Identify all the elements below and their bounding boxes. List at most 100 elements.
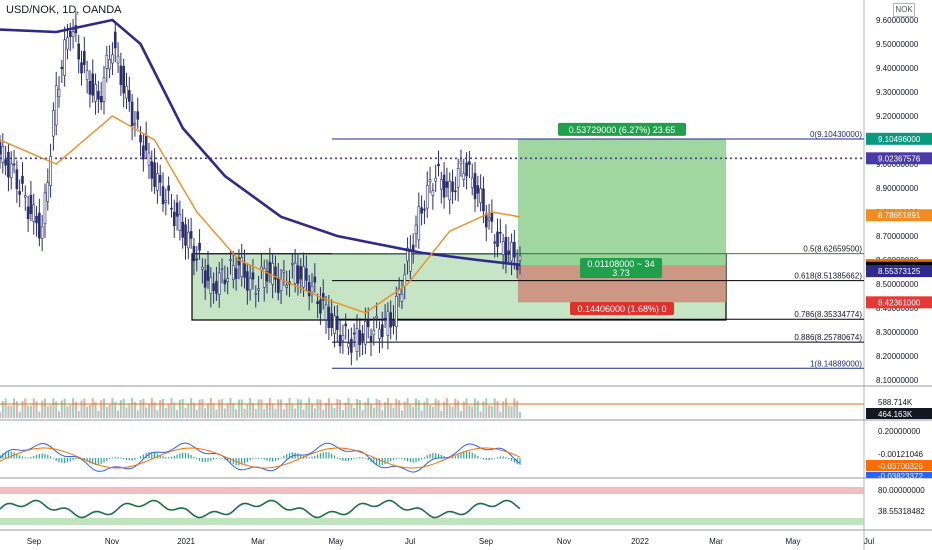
volume-bar xyxy=(361,410,364,418)
price-tag: 9.10496000 xyxy=(878,135,921,144)
y-tick-label: 9.50000000 xyxy=(876,40,919,49)
volume-bar xyxy=(4,398,7,418)
macd-histogram-bar xyxy=(176,454,178,459)
macd-histogram-bar xyxy=(392,458,395,460)
volume-bar xyxy=(235,409,238,418)
candle-body xyxy=(97,90,100,100)
macd-histogram-bar xyxy=(156,453,159,459)
fib-level-label: 1(8.14889000) xyxy=(810,359,862,368)
volume-bar xyxy=(35,401,38,418)
target-label-bg xyxy=(558,122,686,136)
macd-histogram-bar xyxy=(131,458,133,461)
candle-body xyxy=(158,174,162,183)
candle-body xyxy=(60,66,64,69)
volume-bar xyxy=(417,400,420,418)
candle-body xyxy=(423,208,426,211)
candle-body xyxy=(147,152,151,166)
volume-bar xyxy=(131,398,134,418)
candle-body xyxy=(184,224,187,246)
candle-body xyxy=(265,271,269,282)
macd-histogram-bar xyxy=(367,458,369,461)
macd-histogram-bar xyxy=(390,458,392,462)
macd-histogram-bar xyxy=(249,458,251,461)
candle-body xyxy=(43,192,47,225)
rsi-oversold-band xyxy=(0,518,864,525)
macd-tick-label: 0.20000000 xyxy=(878,427,921,436)
candle-body xyxy=(459,160,463,165)
macd-histogram-bar xyxy=(317,454,319,459)
fib-level-label: 0.786(8.35334774) xyxy=(794,310,862,319)
price-tag: 8.78651891 xyxy=(878,211,921,220)
volume-bar xyxy=(0,412,1,418)
macd-histogram-bar xyxy=(465,451,468,459)
candle-body xyxy=(383,317,387,320)
volume-bar xyxy=(145,407,148,418)
macd-histogram-bar xyxy=(308,457,310,459)
volume-bar xyxy=(395,398,398,418)
macd-histogram-bar xyxy=(179,453,181,459)
candle-body xyxy=(442,174,446,198)
macd-histogram-bar xyxy=(415,458,417,463)
volume-bar xyxy=(443,401,446,418)
rsi-tick-label: 80.00000000 xyxy=(878,486,925,495)
volume-bar xyxy=(454,398,457,418)
candle-body xyxy=(71,31,75,38)
macd-histogram-bar xyxy=(496,456,499,459)
candle-body xyxy=(198,242,201,251)
volume-bar xyxy=(330,403,333,418)
candle-body xyxy=(178,214,182,231)
candle-body xyxy=(111,54,114,64)
candle-body xyxy=(271,263,274,285)
candle-body xyxy=(487,217,491,221)
volume-bar xyxy=(488,405,491,418)
macd-histogram-bar xyxy=(412,458,414,463)
candle-body xyxy=(187,231,190,249)
macd-histogram-bar xyxy=(491,458,493,460)
volume-bar xyxy=(451,406,454,418)
macd-histogram-bar xyxy=(409,458,411,463)
candle-body xyxy=(85,70,89,81)
x-tick-label: May xyxy=(785,537,800,546)
volume-bar xyxy=(18,411,21,418)
macd-histogram-bar xyxy=(86,458,88,462)
volume-bar xyxy=(434,398,437,418)
candle-body xyxy=(350,338,353,353)
macd-histogram-bar xyxy=(196,458,198,460)
candle-body xyxy=(321,293,325,301)
volume-bar xyxy=(153,402,156,418)
candle-body xyxy=(215,280,218,294)
candle-body xyxy=(251,272,255,280)
macd-histogram-bar xyxy=(78,458,80,459)
macd-histogram-bar xyxy=(263,458,265,460)
candle-body xyxy=(77,43,81,60)
macd-histogram-bar xyxy=(314,455,316,459)
macd-histogram-bar xyxy=(437,453,440,459)
volume-bar xyxy=(201,399,204,418)
macd-histogram-bar xyxy=(246,458,248,462)
volume-bar xyxy=(485,398,488,418)
macd-histogram-bar xyxy=(508,458,510,459)
volume-bar xyxy=(114,401,117,418)
volume-bar xyxy=(164,407,167,418)
volume-bar xyxy=(490,406,493,418)
macd-histogram-bar xyxy=(52,458,55,459)
price-tag-bg xyxy=(866,152,932,165)
volume-bar xyxy=(308,398,311,418)
macd-histogram-bar xyxy=(137,458,139,459)
currency-badge[interactable]: NOK xyxy=(893,3,915,17)
candle-body xyxy=(395,296,398,327)
macd-tick-label: -0.00121046 xyxy=(878,450,923,459)
macd-histogram-bar xyxy=(328,452,330,459)
macd-histogram-bar xyxy=(342,458,344,461)
entry-label-line2: 3.73 xyxy=(612,268,630,278)
rsi-tag-bg xyxy=(866,505,932,517)
volume-tick-label: 588.714K xyxy=(878,398,913,407)
macd-histogram-bar xyxy=(404,458,406,461)
macd-tag-bg xyxy=(866,472,932,478)
candle-body xyxy=(420,207,423,214)
candle-body xyxy=(279,279,283,291)
y-tick-label: 9.00000000 xyxy=(876,160,919,169)
macd-histogram-bar xyxy=(64,458,66,463)
candle-body xyxy=(310,286,314,293)
